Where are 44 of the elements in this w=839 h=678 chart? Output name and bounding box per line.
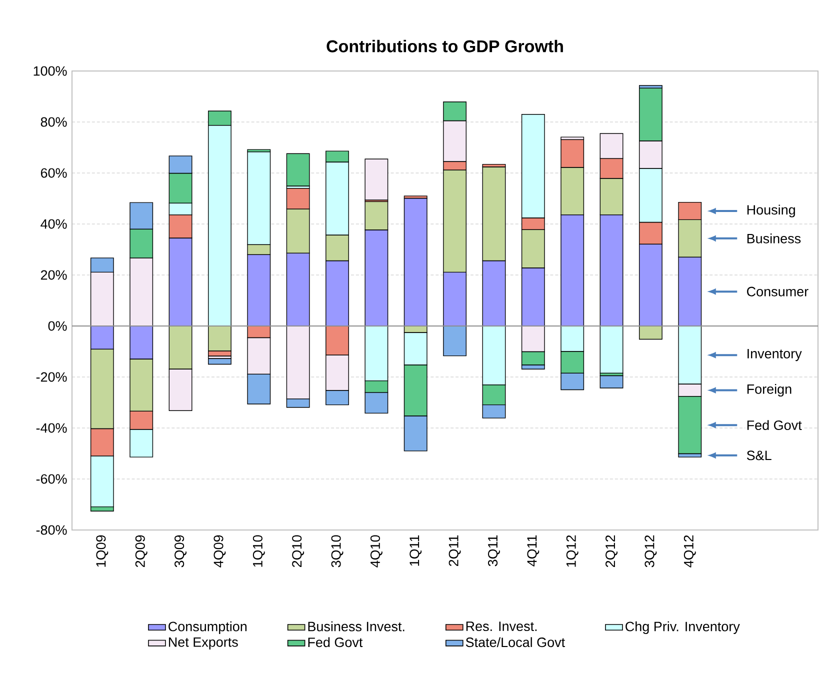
legend-label: Consumption [168, 621, 247, 634]
y-tick-label: 80% [40, 117, 67, 127]
x-tick-label: 2Q09 [135, 535, 148, 568]
legend-label: State/Local Govt [466, 637, 565, 648]
text: Consumer [747, 286, 808, 296]
text: Inventory [748, 349, 802, 362]
x-tick-label: 3Q09 [174, 535, 187, 568]
text: Foreign [747, 384, 792, 397]
y-tick-label: 100% [34, 66, 67, 76]
y-tick-label: 0% [48, 321, 67, 331]
legend-label: Res. Invest. [466, 622, 537, 632]
bar [286, 153, 310, 186]
y-tick-label: -40% [36, 423, 67, 433]
x-tick-label: 3Q10 [331, 535, 344, 568]
text: S&L [746, 450, 772, 460]
x-tick-label: 4Q11 [527, 535, 540, 566]
x-tick-label: 1Q10 [252, 535, 265, 567]
x-tick-label: 3Q11 [488, 535, 500, 566]
x-tick-label: 4Q10 [370, 535, 382, 568]
x-tick-label: 2Q10 [292, 535, 304, 568]
bar [208, 358, 232, 365]
y-tick-label: -80% [36, 525, 67, 535]
legend-label: Net Exports [168, 637, 238, 650]
y-tick-label: -20% [36, 372, 67, 382]
x-tick-label: 3Q12 [644, 535, 657, 568]
x-tick-label: 1Q09 [96, 535, 108, 567]
x-tick-label: 2Q11 [448, 535, 461, 566]
y-tick-label: 20% [40, 270, 67, 280]
legend-label: Fed Govt [308, 637, 363, 648]
y-tick-label: 40% [40, 219, 67, 229]
text: Fed Govt [747, 420, 802, 430]
legend-label: Chg Priv. Inventory [626, 621, 740, 634]
x-tick-label: 4Q12 [684, 535, 696, 568]
bar [600, 375, 624, 388]
y-tick-label: 60% [40, 168, 67, 178]
y-tick-label: -60% [36, 474, 67, 484]
x-tick-label: 1Q11 [410, 535, 422, 566]
text: Housing [747, 204, 795, 218]
chart-title: Contributions to GDP Growth [326, 40, 563, 52]
x-tick-label: 2Q12 [606, 535, 618, 568]
x-tick-label: 4Q09 [214, 535, 226, 568]
legend-label: Business Invest. [308, 621, 404, 632]
x-tick-label: 1Q12 [566, 535, 578, 567]
text: Business [747, 233, 801, 244]
